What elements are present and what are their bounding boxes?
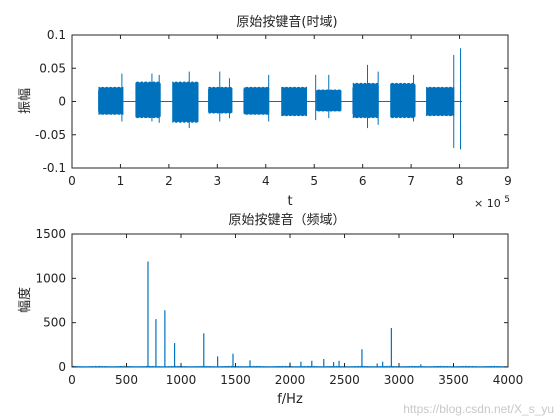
x-tick-label: 1000 — [166, 373, 197, 387]
watermark: https://blog.csdn.net/X_s_yu — [403, 402, 554, 416]
x-tick-label: 3 — [214, 174, 222, 188]
time-chart-series — [98, 48, 462, 150]
y-tick-label: -0.1 — [43, 161, 66, 175]
x-exponent-power: 5 — [504, 195, 510, 205]
x-tick-label: 8 — [456, 174, 464, 188]
x-tick-label: 4000 — [493, 373, 524, 387]
x-tick-label: 3000 — [384, 373, 415, 387]
signal-burst — [390, 82, 416, 119]
time-chart-x-label: t — [287, 194, 292, 209]
y-tick-label: -0.05 — [35, 128, 66, 142]
freq-chart-y-ticks: 0 500 1000 1500 — [35, 227, 508, 374]
freq-chart-plot-area — [71, 233, 509, 368]
x-tick-label: 7 — [407, 174, 415, 188]
x-tick-label: 3500 — [438, 373, 469, 387]
time-chart-y-ticks: -0.1 -0.05 0 0.05 0.1 — [35, 28, 508, 175]
signal-burst — [316, 89, 342, 112]
y-tick-label: 0.05 — [39, 61, 66, 75]
x-tick-label: 2 — [165, 174, 173, 188]
y-tick-label: 500 — [43, 316, 66, 330]
signal-burst — [172, 81, 199, 123]
signal-burst — [426, 86, 455, 117]
freq-chart-x-ticks: 0 500 1000 1500 2000 2500 3000 3500 4000 — [68, 234, 523, 387]
time-chart-x-ticks: 0 1 2 3 4 5 6 7 8 9 — [68, 35, 512, 188]
x-tick-label: 500 — [115, 373, 138, 387]
time-chart-title: 原始按键音(时域) — [236, 14, 337, 30]
time-domain-chart: 原始按键音(时域) 0 1 2 3 4 5 6 7 8 9 -0.1 -0.05 0 0.05 0.1 t… — [18, 14, 512, 210]
signal-burst — [135, 81, 161, 119]
x-tick-label: 2000 — [275, 373, 306, 387]
x-tick-label: 9 — [504, 174, 512, 188]
frequency-domain-chart: 原始按键音（频域） 0 500 1000 1500 2000 2500 3000 3500 40… — [17, 212, 523, 407]
freq-chart-y-label: 幅度 — [17, 287, 33, 313]
y-tick-label: 0.1 — [47, 28, 66, 42]
x-tick-label: 1 — [117, 174, 125, 188]
y-tick-label: 1500 — [35, 227, 66, 241]
x-tick-label: 6 — [359, 174, 367, 188]
x-tick-label: 0 — [68, 373, 76, 387]
signal-burst — [352, 82, 379, 119]
signal-burst — [98, 86, 124, 115]
x-tick-label: 1500 — [220, 373, 251, 387]
x-tick-label: 2500 — [329, 373, 360, 387]
y-tick-label: 0 — [58, 95, 66, 109]
signal-burst — [243, 86, 270, 115]
freq-chart-x-label: f/Hz — [277, 392, 303, 407]
y-tick-label: 0 — [58, 360, 66, 374]
signal-burst — [281, 86, 308, 117]
time-chart-x-exponent: × 10 5 — [474, 195, 510, 210]
x-tick-label: 0 — [68, 174, 76, 188]
x-tick-label: 4 — [262, 174, 270, 188]
x-tick-label: 5 — [310, 174, 318, 188]
freq-chart-title: 原始按键音（频域） — [228, 212, 345, 228]
x-exponent-base: × 10 — [474, 197, 501, 210]
time-chart-y-label: 振幅 — [18, 88, 33, 114]
y-tick-label: 1000 — [35, 271, 66, 285]
